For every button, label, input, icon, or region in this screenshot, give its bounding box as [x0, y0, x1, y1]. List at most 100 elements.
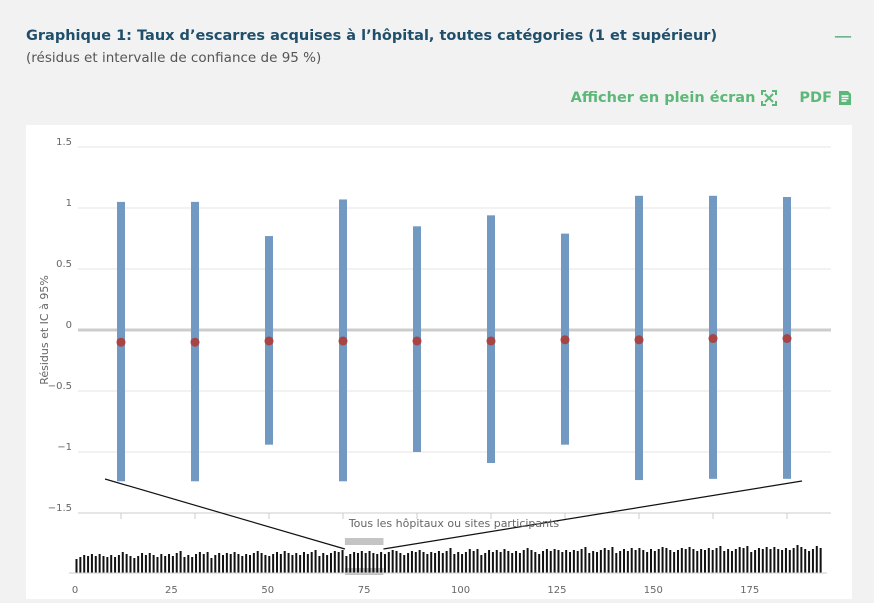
- navigator-bar: [476, 549, 479, 573]
- navigator-bar: [441, 553, 444, 573]
- navigator-bar: [561, 552, 564, 573]
- navigator-bar: [310, 552, 313, 573]
- navigator-bar: [341, 550, 344, 573]
- navigator-bar: [653, 551, 656, 573]
- residual-point[interactable]: [264, 336, 274, 346]
- navigator-bar: [692, 549, 695, 573]
- navigator-bar: [106, 557, 109, 573]
- navigator-bar: [175, 553, 178, 573]
- navigator-bar: [314, 550, 317, 573]
- navigator-bar: [302, 552, 305, 573]
- navigator-bar: [306, 554, 309, 573]
- navigator-bar: [788, 550, 791, 573]
- navigator-bar: [353, 552, 356, 573]
- residual-point[interactable]: [486, 336, 496, 346]
- navigator-bar: [700, 549, 703, 573]
- navigator-bar: [549, 551, 552, 573]
- navigator-bar: [781, 550, 784, 573]
- navigator-bar: [206, 552, 209, 573]
- navigator-bar: [680, 548, 683, 573]
- navigator-bar: [275, 552, 278, 573]
- navigator-bar: [252, 553, 255, 573]
- navigator-bar: [503, 549, 506, 573]
- navigator-tick-label: 150: [644, 585, 663, 596]
- navigator-bar: [94, 556, 97, 573]
- navigator-bar: [133, 558, 136, 573]
- navigator-bar: [183, 557, 186, 573]
- navigator-bar: [484, 553, 487, 573]
- navigator-bar: [688, 547, 691, 573]
- collapse-button[interactable]: —: [834, 26, 852, 47]
- navigator-bar: [518, 553, 521, 573]
- navigator-bar: [592, 551, 595, 573]
- residual-point[interactable]: [412, 336, 422, 346]
- navigator-bar: [87, 556, 90, 573]
- navigator-bar: [646, 552, 649, 573]
- navigator-bar: [569, 552, 572, 573]
- navigator-bar: [117, 555, 120, 573]
- residual-point[interactable]: [190, 337, 200, 347]
- navigator-bar: [715, 548, 718, 573]
- navigator-bar: [229, 554, 232, 573]
- pdf-label: PDF: [799, 90, 832, 106]
- navigator-bar: [295, 553, 298, 573]
- residual-point[interactable]: [116, 337, 126, 347]
- navigator-bar: [730, 551, 733, 573]
- navigator-bar: [179, 551, 182, 573]
- navigator-bar: [491, 552, 494, 573]
- navigator-bar: [233, 552, 236, 573]
- navigator-bar: [399, 553, 402, 573]
- chart-toolbar: Afficher en plein écran PDF: [571, 90, 852, 106]
- residual-point[interactable]: [782, 334, 792, 344]
- navigator-bar: [596, 552, 599, 573]
- navigator-bar: [222, 555, 225, 573]
- navigator-tick-label: 125: [547, 585, 566, 596]
- navigator-bar: [649, 549, 652, 573]
- residual-point[interactable]: [708, 334, 718, 344]
- navigator-bar: [129, 556, 132, 573]
- zoom-connector-left: [104, 478, 346, 550]
- pdf-button[interactable]: PDF: [799, 90, 852, 106]
- navigator-bar: [526, 548, 529, 573]
- navigator-bar: [472, 551, 475, 573]
- navigator-bar: [769, 549, 772, 573]
- navigator-bar: [333, 551, 336, 573]
- navigator-bar: [376, 554, 379, 573]
- navigator-bar: [214, 555, 217, 573]
- navigator-bar: [630, 548, 633, 573]
- navigator-bar: [754, 550, 757, 573]
- navigator-bar: [765, 547, 768, 573]
- navigator-bar: [738, 547, 741, 573]
- residual-point[interactable]: [560, 335, 570, 345]
- chart-title: Graphique 1: Taux d’escarres acquises à …: [26, 28, 718, 44]
- navigator-handle-bottom[interactable]: [344, 568, 384, 575]
- navigator-handle-top[interactable]: [344, 538, 384, 545]
- navigator-bar: [256, 551, 259, 573]
- navigator-bar: [329, 553, 332, 573]
- navigator-bar: [734, 549, 737, 573]
- navigator-bar: [264, 555, 267, 573]
- navigator-bar: [407, 553, 410, 573]
- navigator-bar: [615, 553, 618, 573]
- navigator-bar: [237, 554, 240, 573]
- navigator-bar: [141, 553, 144, 573]
- y-tick-label: 0.5: [56, 259, 72, 270]
- navigator-bar: [349, 554, 352, 573]
- navigator-bar: [326, 555, 329, 573]
- navigator-bar: [611, 547, 614, 573]
- residual-point[interactable]: [634, 335, 644, 345]
- fullscreen-button[interactable]: Afficher en plein écran: [571, 90, 778, 106]
- navigator-bar: [241, 556, 244, 573]
- navigator-bar: [322, 553, 325, 573]
- navigator-bar: [195, 554, 198, 573]
- navigator-bar: [152, 555, 155, 573]
- navigator-bar: [757, 548, 760, 573]
- navigator-bar: [727, 549, 730, 573]
- residual-point[interactable]: [338, 336, 348, 346]
- navigator-bar: [522, 550, 525, 573]
- navigator-bar: [511, 553, 514, 573]
- navigator-tick-label: 0: [72, 585, 78, 596]
- navigator-bar: [202, 554, 205, 573]
- navigator-bar: [588, 553, 591, 573]
